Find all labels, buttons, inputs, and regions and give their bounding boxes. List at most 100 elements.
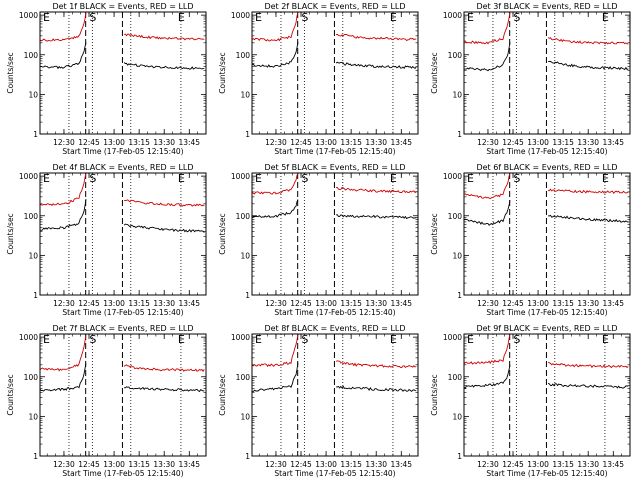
ytick-label: 1 xyxy=(245,452,250,461)
series-lld xyxy=(464,173,629,200)
marker-e: E xyxy=(467,333,474,346)
ytick-label: 10 xyxy=(452,412,462,421)
panel-data xyxy=(252,173,417,295)
xtick-label: 13:15 xyxy=(340,460,362,469)
yaxis-label: Counts/sec xyxy=(6,52,15,93)
marker-s: S xyxy=(513,11,520,24)
series-events xyxy=(464,200,629,226)
xtick-label: 13:00 xyxy=(527,460,549,469)
panel-title: Det 6f BLACK = Events, RED = LLD xyxy=(476,163,617,172)
xtick-label: 13:15 xyxy=(128,460,150,469)
panel-title: Det 7f BLACK = Events, RED = LLD xyxy=(52,324,193,333)
xtick-label: 13:00 xyxy=(103,138,125,147)
xtick-label: 12:30 xyxy=(477,299,499,308)
yaxis-label: Counts/sec xyxy=(6,374,15,415)
ytick-label: 10 xyxy=(28,251,38,260)
ytick-label: 1 xyxy=(457,452,462,461)
marker-e: E xyxy=(602,333,609,346)
xtick-label: 13:00 xyxy=(315,299,337,308)
xaxis-label: Start Time (17-Feb-05 12:15:40) xyxy=(486,469,607,478)
axes-frame xyxy=(39,172,207,296)
xtick-label: 13:30 xyxy=(577,138,599,147)
xtick-label: 13:45 xyxy=(602,299,624,308)
panel-data xyxy=(252,334,417,456)
xtick-label: 12:45 xyxy=(290,460,312,469)
series-lld xyxy=(40,335,205,373)
panel-data xyxy=(464,173,629,295)
ytick-label: 1 xyxy=(33,452,38,461)
marker-e: E xyxy=(390,172,397,185)
xtick-label: 13:00 xyxy=(103,460,125,469)
xtick-label: 12:30 xyxy=(477,138,499,147)
series-lld xyxy=(464,12,629,45)
panel-3: Det 3f BLACK = Events, RED = LLD 1 10 100 10… xyxy=(430,2,631,156)
marker-e: E xyxy=(467,172,474,185)
xaxis-label: Start Time (17-Feb-05 12:15:40) xyxy=(274,147,395,156)
panel-title: Det 5f BLACK = Events, RED = LLD xyxy=(264,163,405,172)
ytick-label: 100 xyxy=(236,212,251,221)
xtick-label: 13:15 xyxy=(128,138,150,147)
axes-frame xyxy=(39,333,207,457)
marker-s: S xyxy=(89,333,96,346)
ytick-label: 1 xyxy=(245,291,250,300)
xtick-label: 13:45 xyxy=(178,299,200,308)
series-events xyxy=(464,42,629,72)
series-lld xyxy=(464,334,629,369)
yaxis-label: Counts/sec xyxy=(6,213,15,254)
xtick-label: 12:30 xyxy=(265,299,287,308)
series-lld xyxy=(252,334,417,369)
marker-s: S xyxy=(513,172,520,185)
ytick-label: 100 xyxy=(448,51,463,60)
ytick-label: 1 xyxy=(457,130,462,139)
ytick-label: 1000 xyxy=(231,172,250,181)
series-events xyxy=(252,41,417,70)
xtick-label: 12:45 xyxy=(78,299,100,308)
ytick-label: 1 xyxy=(33,291,38,300)
xtick-label: 13:45 xyxy=(390,299,412,308)
xtick-label: 12:30 xyxy=(265,460,287,469)
xaxis-label: Start Time (17-Feb-05 12:15:40) xyxy=(486,308,607,317)
ytick-label: 1000 xyxy=(443,11,462,20)
marker-e: E xyxy=(43,333,50,346)
ytick-label: 10 xyxy=(240,251,250,260)
ytick-label: 1000 xyxy=(231,333,250,342)
xtick-label: 13:00 xyxy=(527,299,549,308)
marker-s: S xyxy=(89,11,96,24)
axes-frame xyxy=(251,333,419,457)
xtick-label: 12:45 xyxy=(502,138,524,147)
yaxis-label: Counts/sec xyxy=(430,374,439,415)
panel-2: Det 2f BLACK = Events, RED = LLD 1 10 100 10… xyxy=(218,2,419,156)
marker-s: S xyxy=(89,172,96,185)
ytick-label: 1000 xyxy=(231,11,250,20)
marker-e: E xyxy=(255,172,262,185)
panel-8: Det 8f BLACK = Events, RED = LLD 1 10 100 10… xyxy=(218,324,419,478)
series-lld xyxy=(40,12,205,42)
panel-title: Det 3f BLACK = Events, RED = LLD xyxy=(476,2,617,11)
ytick-label: 100 xyxy=(24,212,39,221)
panel-9: Det 9f BLACK = Events, RED = LLD 1 10 100 10… xyxy=(430,324,631,478)
panel-7: Det 7f BLACK = Events, RED = LLD 1 10 100 10… xyxy=(6,324,207,478)
series-lld xyxy=(252,12,417,42)
xtick-label: 13:30 xyxy=(153,299,175,308)
xtick-label: 13:30 xyxy=(153,460,175,469)
series-lld xyxy=(40,173,205,207)
xtick-label: 13:15 xyxy=(128,299,150,308)
ytick-label: 100 xyxy=(236,51,251,60)
xaxis-label: Start Time (17-Feb-05 12:15:40) xyxy=(62,308,183,317)
xaxis-label: Start Time (17-Feb-05 12:15:40) xyxy=(62,469,183,478)
axes-frame xyxy=(39,11,207,135)
xtick-label: 12:30 xyxy=(53,138,75,147)
xtick-label: 12:30 xyxy=(477,460,499,469)
panel-1: Det 1f BLACK = Events, RED = LLD 1 10 100 10… xyxy=(6,2,207,156)
ytick-label: 1 xyxy=(33,130,38,139)
yaxis-label: Counts/sec xyxy=(218,374,227,415)
axes-frame xyxy=(251,11,419,135)
panel-title: Det 8f BLACK = Events, RED = LLD xyxy=(264,324,405,333)
xtick-label: 13:30 xyxy=(365,460,387,469)
xtick-label: 13:15 xyxy=(552,138,574,147)
xtick-label: 12:45 xyxy=(78,460,100,469)
xtick-label: 13:45 xyxy=(390,138,412,147)
ytick-label: 10 xyxy=(28,90,38,99)
xtick-label: 13:30 xyxy=(153,138,175,147)
